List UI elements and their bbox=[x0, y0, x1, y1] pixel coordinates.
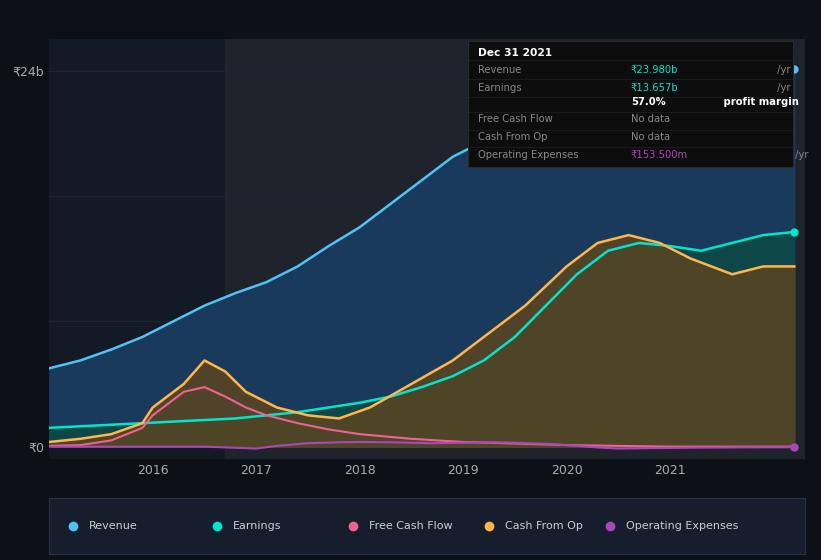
Text: Revenue: Revenue bbox=[89, 521, 138, 531]
Text: Earnings: Earnings bbox=[478, 83, 522, 93]
Text: profit margin: profit margin bbox=[720, 97, 799, 107]
Text: ₹23.980b: ₹23.980b bbox=[631, 66, 678, 75]
Text: Dec 31 2021: Dec 31 2021 bbox=[478, 48, 553, 58]
Text: 57.0%: 57.0% bbox=[631, 97, 666, 107]
Text: Cash From Op: Cash From Op bbox=[478, 132, 548, 142]
Text: Free Cash Flow: Free Cash Flow bbox=[478, 114, 553, 124]
Text: /yr: /yr bbox=[773, 83, 791, 93]
Text: Operating Expenses: Operating Expenses bbox=[626, 521, 738, 531]
Text: ₹13.657b: ₹13.657b bbox=[631, 83, 678, 93]
Bar bbox=[225, 39, 805, 459]
Text: Operating Expenses: Operating Expenses bbox=[478, 150, 579, 160]
Text: ₹153.500m: ₹153.500m bbox=[631, 150, 688, 160]
Text: Revenue: Revenue bbox=[478, 66, 521, 75]
Text: Earnings: Earnings bbox=[233, 521, 282, 531]
Text: No data: No data bbox=[631, 132, 670, 142]
Text: No data: No data bbox=[631, 114, 670, 124]
Text: Cash From Op: Cash From Op bbox=[505, 521, 583, 531]
Text: Free Cash Flow: Free Cash Flow bbox=[369, 521, 452, 531]
Text: /yr: /yr bbox=[773, 66, 791, 75]
Text: /yr: /yr bbox=[791, 150, 808, 160]
